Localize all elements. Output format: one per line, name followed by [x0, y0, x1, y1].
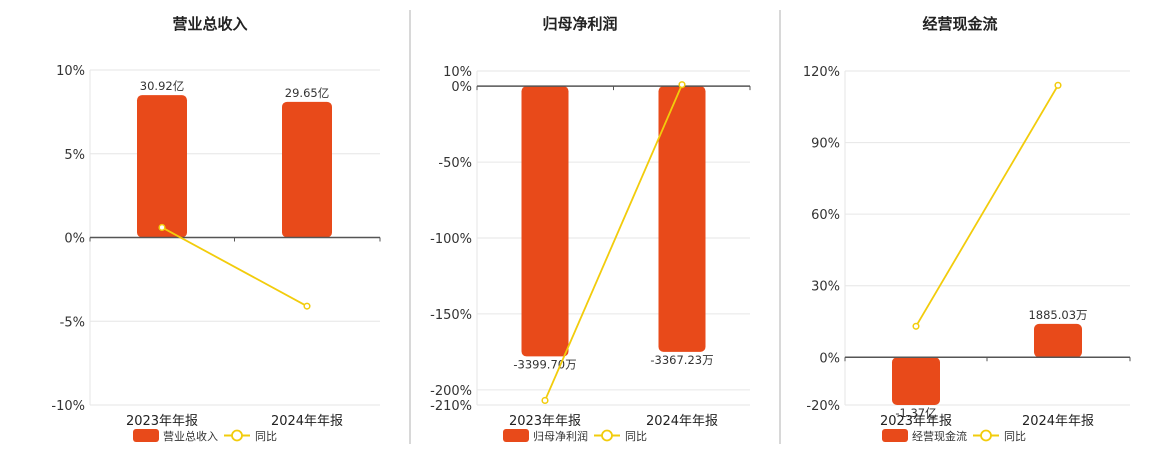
y-tick-label: 60% — [811, 208, 840, 223]
bar — [892, 357, 940, 405]
legend-swatch-point — [980, 429, 992, 442]
chart-2: 归母净利润 10%0% -50% -100% -150% -200%-210% -3399.… — [430, 15, 751, 443]
yoy-line — [161, 226, 308, 307]
y-tick-label: 10% — [443, 65, 472, 80]
bar — [137, 95, 187, 238]
yoy-point — [303, 302, 311, 310]
bar — [282, 101, 332, 238]
bar — [1034, 323, 1082, 358]
y-tick-label: -210% — [430, 399, 472, 414]
y-tick-label: 0% — [451, 80, 472, 95]
y-tick-label: -200% — [430, 384, 472, 399]
x-category-label: 2024年年报 — [646, 414, 718, 429]
bar-value-label: -3399.70万 — [513, 357, 576, 371]
y-tick-label: 90% — [811, 137, 840, 152]
bar-value-label: -1.37亿 — [895, 406, 936, 420]
chart-title: 经营现金流 — [922, 15, 997, 33]
chart-title: 营业总收入 — [172, 15, 247, 33]
x-category-label: 2023年年报 — [880, 414, 952, 429]
x-category-label: 2023年年报 — [126, 414, 198, 429]
y-tick-label: 30% — [811, 280, 840, 295]
legend-swatch-bar — [882, 429, 908, 442]
y-tick-label: -50% — [438, 156, 472, 171]
y-tick-label: 10% — [56, 64, 85, 79]
legend-label-bar: 经营现金流 — [912, 429, 967, 443]
bar-value-label: 30.92亿 — [140, 79, 184, 93]
y-tick-label: -150% — [430, 308, 472, 323]
y-tick-label: 0% — [819, 351, 840, 366]
chart-title: 归母净利润 — [542, 15, 617, 33]
y-tick-label: -10% — [51, 399, 85, 414]
bar-value-label: -3367.23万 — [650, 353, 713, 367]
x-category-label: 2024年年报 — [1022, 414, 1094, 429]
yoy-point — [541, 396, 549, 404]
bar-value-label: 1885.03万 — [1028, 308, 1087, 322]
x-category-label: 2023年年报 — [509, 414, 581, 429]
x-category-label: 2024年年报 — [271, 414, 343, 429]
legend-swatch-point — [231, 429, 243, 442]
legend-label-line: 同比 — [625, 430, 647, 443]
y-tick-label: 120% — [803, 65, 840, 80]
y-tick-label: -20% — [806, 399, 840, 414]
legend-swatch-point — [601, 429, 613, 442]
legend-label-line: 同比 — [1004, 430, 1026, 443]
legend-label-bar: 归母净利润 — [533, 429, 588, 443]
chart-3: 经营现金流 120% 90% 60% 30% 0% -20% -1.37亿 1885.03万 20… — [803, 15, 1131, 443]
yoy-line — [544, 84, 683, 401]
yoy-point — [1054, 81, 1062, 89]
legend-swatch-bar — [133, 429, 159, 442]
y-tick-label: -100% — [430, 232, 472, 247]
yoy-line — [915, 84, 1059, 327]
bar — [521, 86, 569, 357]
y-tick-label: 0% — [64, 232, 85, 247]
yoy-point — [678, 81, 686, 89]
yoy-point — [158, 223, 166, 231]
legend-swatch-bar — [503, 429, 529, 442]
y-tick-label: 5% — [64, 148, 85, 163]
y-tick-label: -5% — [60, 315, 85, 330]
legend-label-bar: 营业总收入 — [163, 429, 218, 443]
bar — [658, 86, 706, 352]
chart-1: 营业总收入 10% 5% 0% -5% -10% 30.92亿 29.65亿 2023年年报 20… — [51, 15, 381, 443]
yoy-point — [912, 322, 920, 330]
legend-label-line: 同比 — [255, 430, 277, 443]
bar-value-label: 29.65亿 — [285, 86, 329, 100]
